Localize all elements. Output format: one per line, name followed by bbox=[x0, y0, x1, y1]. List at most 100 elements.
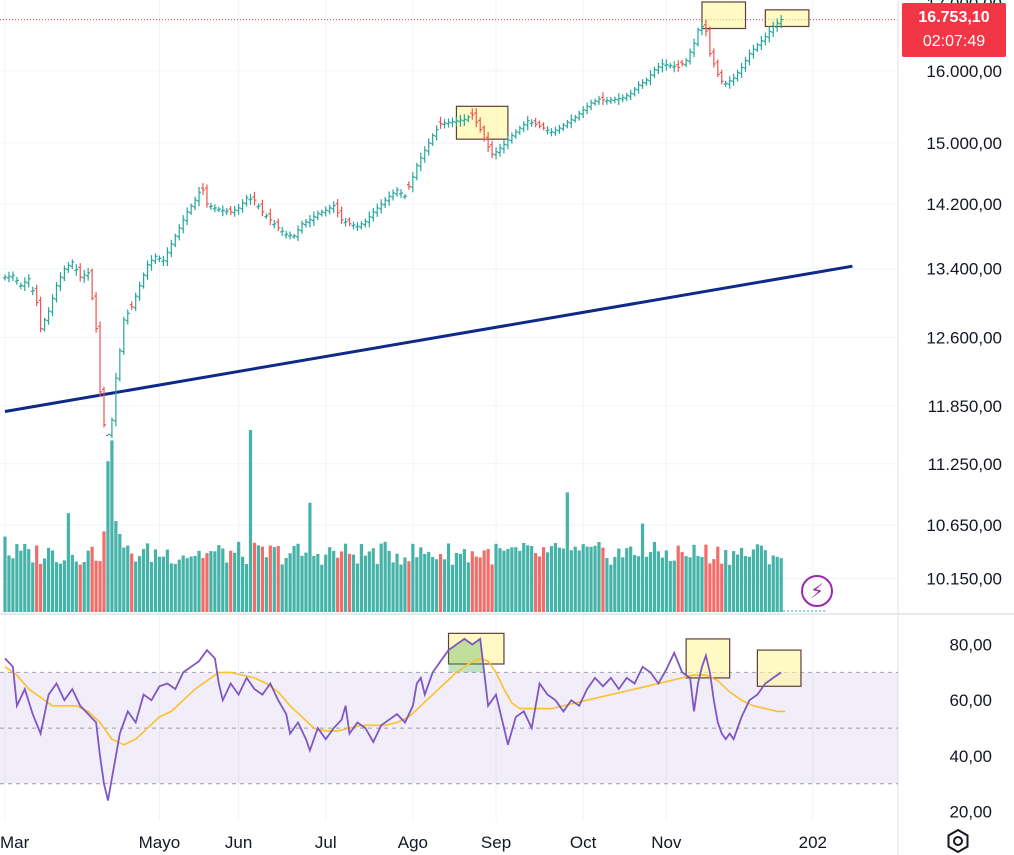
rsi-highlight-box bbox=[447, 632, 505, 665]
ohlc-bar bbox=[703, 19, 708, 37]
volume-bar bbox=[751, 549, 756, 612]
ohlc-bar bbox=[434, 125, 439, 141]
ohlc-bar bbox=[331, 201, 336, 214]
volume-bar bbox=[11, 558, 15, 612]
ohlc-bar bbox=[248, 193, 253, 205]
ohlc-bar bbox=[688, 48, 693, 65]
time-tick-label: Sep bbox=[481, 833, 511, 852]
ohlc-bar bbox=[50, 294, 55, 317]
volume-bar bbox=[629, 546, 633, 612]
ohlc-bar bbox=[268, 208, 273, 226]
settings-gear-icon[interactable] bbox=[944, 827, 972, 855]
ohlc-bar bbox=[319, 209, 324, 217]
ohlc-bar bbox=[54, 282, 59, 303]
rsi-overbought-fill bbox=[448, 638, 485, 673]
volume-bar bbox=[676, 545, 680, 612]
time-tick-label: Oct bbox=[570, 833, 597, 852]
ohlc-bar bbox=[585, 102, 590, 115]
trendline-segment[interactable] bbox=[4, 264, 853, 413]
ohlc-bar bbox=[640, 79, 645, 89]
volume-bar bbox=[553, 543, 558, 612]
ohlc-bar bbox=[343, 217, 348, 227]
volume-bar bbox=[407, 561, 411, 612]
ohlc-bar bbox=[145, 260, 150, 280]
volume-bar bbox=[779, 558, 783, 612]
ohlc-bar bbox=[676, 60, 681, 72]
rsi-tick-label: 80,00 bbox=[949, 636, 992, 655]
volume-bar bbox=[522, 542, 526, 612]
ohlc-bar bbox=[10, 271, 15, 281]
price-tick-label: 10.650,00 bbox=[926, 516, 1002, 535]
ohlc-bar bbox=[121, 316, 126, 355]
ohlc-bar bbox=[565, 119, 570, 129]
volume-bar bbox=[482, 550, 486, 612]
trendline[interactable] bbox=[4, 264, 853, 413]
ohlc-bar bbox=[311, 211, 316, 226]
ohlc-bar bbox=[557, 124, 562, 134]
ohlc-bar bbox=[367, 211, 372, 228]
ohlc-bar bbox=[391, 189, 396, 201]
volume-bar bbox=[106, 461, 110, 612]
volume-bar bbox=[640, 523, 645, 612]
ohlc-bar bbox=[201, 183, 205, 196]
ohlc-bar bbox=[363, 218, 368, 228]
ohlc-bar bbox=[755, 42, 760, 52]
volume-bar bbox=[304, 552, 308, 612]
volume-bar bbox=[217, 545, 221, 612]
ohlc-bar bbox=[181, 215, 186, 234]
ohlc-bar bbox=[525, 115, 530, 131]
ohlc-bar bbox=[252, 191, 257, 206]
ohlc-bar bbox=[739, 62, 744, 79]
volume-bar bbox=[46, 547, 51, 612]
volume-bar bbox=[680, 552, 684, 612]
volume-bar bbox=[720, 563, 724, 612]
volume-bar bbox=[490, 564, 494, 612]
ohlc-bar bbox=[256, 203, 261, 210]
ohlc-bar bbox=[644, 77, 649, 86]
volume-bar bbox=[66, 513, 70, 612]
ohlc-bar bbox=[430, 133, 435, 146]
time-tick-label: 202 bbox=[799, 833, 827, 852]
ohlc-bar bbox=[521, 121, 526, 133]
volume-bar bbox=[692, 544, 696, 612]
ohlc-bar bbox=[751, 44, 756, 59]
ohlc-bar bbox=[105, 429, 110, 436]
ohlc-bar bbox=[537, 120, 542, 129]
ohlc-bar bbox=[42, 317, 47, 332]
ohlc-bar bbox=[470, 108, 475, 120]
ohlc-bar bbox=[351, 221, 356, 230]
volume-bar bbox=[541, 547, 546, 612]
volume-bar bbox=[19, 550, 23, 612]
ohlc-bar bbox=[355, 222, 360, 231]
volume-bar bbox=[272, 547, 276, 612]
volume-bar bbox=[577, 550, 581, 612]
lightning-icon[interactable]: ⚡ bbox=[801, 575, 833, 607]
volume-bar bbox=[391, 562, 395, 612]
ohlc-bar bbox=[165, 247, 170, 267]
volume-bar bbox=[264, 557, 268, 612]
ohlc-bar bbox=[553, 126, 558, 136]
ohlc-bar bbox=[323, 206, 328, 217]
volume-bar bbox=[58, 563, 63, 612]
ohlc-bar bbox=[723, 80, 728, 88]
volume-bar bbox=[506, 548, 510, 612]
ohlc-bar bbox=[276, 218, 281, 232]
volume-bar bbox=[565, 492, 569, 612]
volume-bar bbox=[613, 556, 617, 612]
volume-bar bbox=[292, 546, 296, 612]
rsi-tick-label: 60,00 bbox=[949, 691, 992, 710]
volume-bar bbox=[439, 553, 443, 612]
ohlc-bar bbox=[501, 139, 506, 154]
ohlc-bar bbox=[280, 227, 285, 236]
ohlc-bar bbox=[98, 321, 103, 397]
volume-bar bbox=[343, 543, 348, 612]
volume-bar bbox=[98, 561, 102, 612]
ohlc-bar bbox=[743, 56, 748, 72]
volume-bar bbox=[684, 556, 688, 612]
ohlc-bar bbox=[648, 70, 653, 86]
price-tick-label: 10.150,00 bbox=[926, 570, 1002, 589]
ohlc-bar bbox=[656, 62, 661, 75]
volume-bar bbox=[153, 549, 158, 612]
ohlc-bar bbox=[612, 96, 617, 104]
